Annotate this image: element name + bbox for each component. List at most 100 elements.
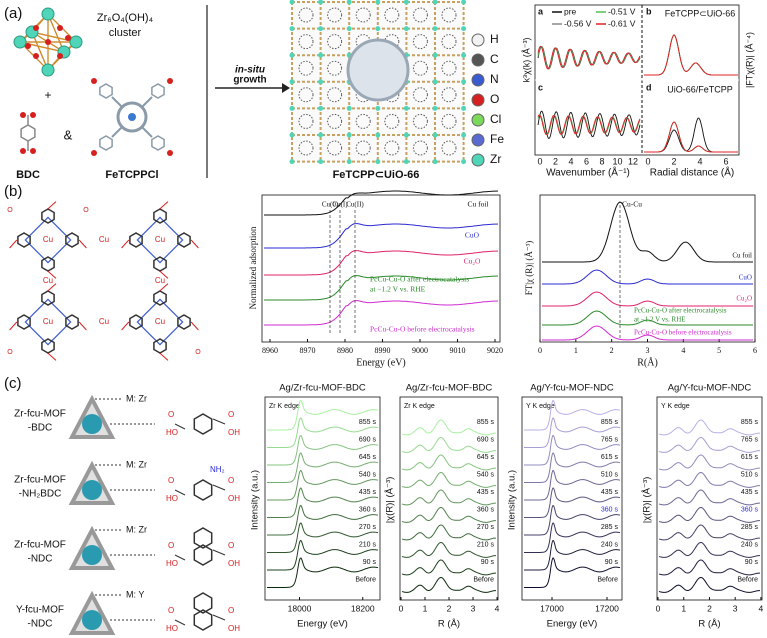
spectrum-curve <box>401 506 496 523</box>
bond <box>111 126 123 138</box>
frame <box>261 194 501 343</box>
x-tick-label: 18000 <box>288 603 312 613</box>
chart-title: Ag/Zr-fcu-MOF-BDC <box>279 383 366 394</box>
curve-label: CuO <box>465 231 480 240</box>
time-label: Before <box>737 576 758 583</box>
element-ball <box>471 113 485 127</box>
mof-node <box>432 0 438 5</box>
legend-label: pre <box>564 6 577 16</box>
ft-curve <box>644 34 738 76</box>
spectrum-curve <box>401 489 496 506</box>
mof-pore <box>355 140 371 156</box>
x-tick-label: 8980 <box>337 346 353 355</box>
time-label: 435 s <box>359 489 377 496</box>
methoxy <box>9 239 18 249</box>
zr-atom <box>13 35 27 49</box>
methoxy <box>78 321 87 331</box>
curve-label: PcCu-Cu-O after electrocatalysis <box>370 275 469 284</box>
time-label: 765 s <box>601 436 619 443</box>
pc-benzo <box>153 338 167 354</box>
mof-suffix: -BDC <box>28 423 52 434</box>
linker-metal: Cu <box>99 317 109 326</box>
mof-node <box>346 26 352 32</box>
carboxyl <box>174 549 226 561</box>
mof-pore <box>412 7 428 23</box>
mof-pore <box>298 113 314 129</box>
arrow-text: growth <box>233 75 266 86</box>
o-label: O <box>195 349 201 356</box>
metal-label: M: Zr <box>126 524 147 534</box>
pc-benzo <box>17 232 31 248</box>
element-label: Fe <box>490 132 504 146</box>
o-atom <box>91 150 97 156</box>
curve-label: Cu foil <box>467 200 488 209</box>
edge-label: Y K edge <box>526 403 555 410</box>
mof-pore <box>412 60 428 76</box>
mof-node <box>461 26 467 32</box>
mof-pore <box>441 34 457 50</box>
metal-label: Cu <box>155 317 165 326</box>
pc-benzo <box>129 314 143 330</box>
legend-label: -0.51 V <box>608 6 636 16</box>
time-label: 690 s <box>359 436 377 443</box>
pc-core <box>24 216 72 264</box>
atom-label: HO <box>166 428 178 437</box>
atom-label: O <box>228 541 234 550</box>
mof-node <box>461 0 467 5</box>
methoxy <box>47 201 57 210</box>
mof-pore <box>384 140 400 156</box>
mof-name: Zr-fcu-MOF <box>14 475 66 486</box>
mof-node <box>318 79 324 85</box>
methoxy <box>78 239 87 249</box>
o-label: O <box>83 207 89 214</box>
spectrum-curve <box>267 505 379 536</box>
x-tick-label: 4 <box>681 346 685 355</box>
spectrum-curve <box>658 541 760 558</box>
atom-label: HO <box>166 559 178 568</box>
time-label: 855 s <box>477 419 495 426</box>
x-tick-label: 6 <box>584 156 589 166</box>
mof-node <box>346 0 352 5</box>
spectrum-curve <box>524 417 621 448</box>
spectrum-curve <box>658 524 760 541</box>
methoxy <box>159 270 169 279</box>
legend-label: -0.56 V <box>564 18 592 28</box>
methoxy <box>159 201 169 210</box>
arrow-head <box>282 83 290 93</box>
o-atom <box>33 25 39 31</box>
edge-label: Y K edge <box>661 403 690 410</box>
o-atom <box>167 150 173 156</box>
pc-core <box>136 216 184 264</box>
time-label: 645 s <box>477 454 495 461</box>
panel-title: UiO-66/FeTCPP <box>667 84 733 94</box>
metal-sphere <box>82 610 102 630</box>
pc-core <box>136 298 184 346</box>
arrow-text: in-situ <box>235 65 265 76</box>
x-axis-label: R (Å) <box>698 619 720 630</box>
x-tick-label: 17200 <box>595 603 619 613</box>
mof-node <box>461 79 467 85</box>
panel-label: (a) <box>4 5 22 22</box>
time-label: 270 s <box>359 524 377 531</box>
mof-pore <box>298 60 314 76</box>
spectrum-curve <box>267 400 379 431</box>
time-label: 360 s <box>477 506 495 513</box>
panel-letter: d <box>646 82 652 92</box>
atom-label: OH <box>228 559 240 568</box>
x-axis-label: Energy (eV) <box>297 619 348 630</box>
spectrum-curve <box>658 576 760 593</box>
mof-pore <box>441 87 457 103</box>
x-tick-label: 1 <box>423 603 428 613</box>
linker-metal: Cu <box>43 276 53 285</box>
mof-node <box>403 105 409 111</box>
plus: + <box>44 88 51 102</box>
edge-marker-label: Cu(I) <box>332 201 348 209</box>
mof-node <box>432 105 438 111</box>
product-label: FeTCPP⊂UiO-66 <box>333 169 420 181</box>
pc-core <box>24 298 72 346</box>
atom-label: HO <box>166 624 178 633</box>
spectrum-curve <box>658 489 760 506</box>
spectrum-curve <box>401 559 496 576</box>
curve-label: PcCu-Cu-O before electrocatalysis <box>370 325 475 334</box>
x-tick-label: 6 <box>723 156 728 166</box>
